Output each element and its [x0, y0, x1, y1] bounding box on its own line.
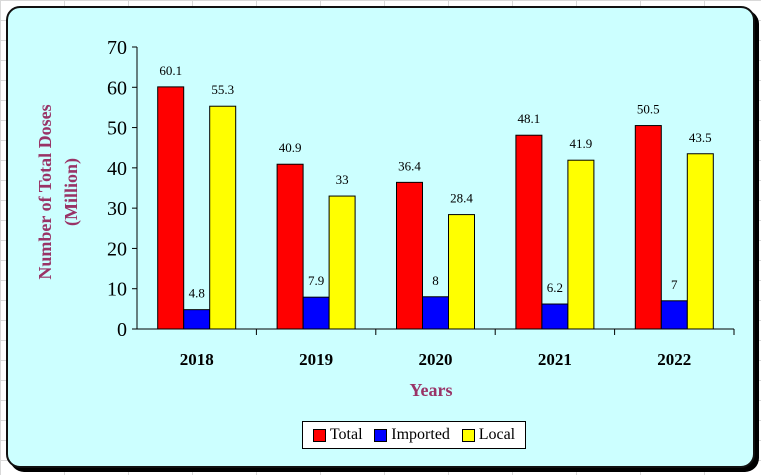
x-tick-label: 2021	[538, 350, 572, 369]
bar-total-2019	[276, 163, 304, 330]
legend: Total Imported Local	[302, 421, 526, 449]
bar-imported-2019	[302, 296, 330, 330]
data-label: 36.4	[398, 158, 421, 173]
y-tick-label: 40	[107, 158, 127, 180]
legend-label-local: Local	[478, 426, 516, 443]
y-tick-label: 60	[107, 77, 127, 99]
bar-total-2021	[515, 134, 543, 330]
x-tick-label: 2018	[180, 350, 214, 369]
y-tick-label: 0	[117, 319, 127, 341]
bar-local-2022	[686, 153, 714, 330]
bar-imported-2022	[660, 300, 688, 330]
bar-total-2020	[396, 181, 423, 330]
data-label: 6.2	[547, 280, 563, 295]
legend-swatch-local	[461, 428, 475, 442]
legend-item-local: Local	[461, 426, 516, 444]
data-label: 43.5	[689, 130, 712, 145]
data-label: 41.9	[570, 136, 593, 151]
y-tick-label: 70	[107, 37, 127, 59]
legend-item-total: Total	[312, 426, 363, 444]
bar-imported-2018	[183, 309, 211, 330]
x-axis-title: Years	[410, 380, 453, 400]
y-axis-title-unit: (Million)	[61, 158, 82, 226]
y-tick-label: 20	[107, 238, 127, 260]
legend-swatch-imported	[374, 428, 388, 442]
bar-imported-2020	[422, 296, 449, 330]
legend-swatch-total	[312, 428, 326, 442]
bar-local-2018	[209, 105, 237, 330]
bar-local-2021	[567, 159, 595, 330]
data-label: 4.8	[189, 286, 205, 301]
x-tick-label: 2020	[419, 350, 453, 369]
bar-total-2022	[634, 125, 662, 330]
legend-label-total: Total	[329, 426, 363, 443]
y-tick-label: 50	[107, 118, 127, 140]
data-label: 40.9	[279, 140, 302, 155]
data-label: 50.5	[637, 102, 660, 117]
x-tick-label: 2022	[657, 350, 691, 369]
data-label: 55.3	[211, 82, 234, 97]
x-tick-label: 2019	[299, 350, 333, 369]
data-label: 33	[336, 172, 349, 187]
data-label: 60.1	[159, 63, 182, 78]
legend-item-imported: Imported	[374, 426, 450, 444]
data-label: 8	[432, 273, 439, 288]
data-label: 48.1	[518, 111, 541, 126]
bar-total-2018	[157, 86, 185, 330]
data-label: 28.4	[450, 191, 473, 206]
y-tick-label: 10	[107, 279, 127, 301]
y-tick-label: 30	[107, 198, 127, 220]
bar-imported-2021	[541, 303, 569, 330]
chart-area[interactable]	[6, 6, 755, 468]
y-axis-title: Number of Total Doses	[35, 104, 55, 279]
bar-local-2020	[448, 214, 475, 330]
legend-label-imported: Imported	[391, 426, 450, 443]
data-label: 7	[671, 277, 678, 292]
data-label: 7.9	[308, 273, 324, 288]
bar-local-2019	[328, 195, 356, 330]
